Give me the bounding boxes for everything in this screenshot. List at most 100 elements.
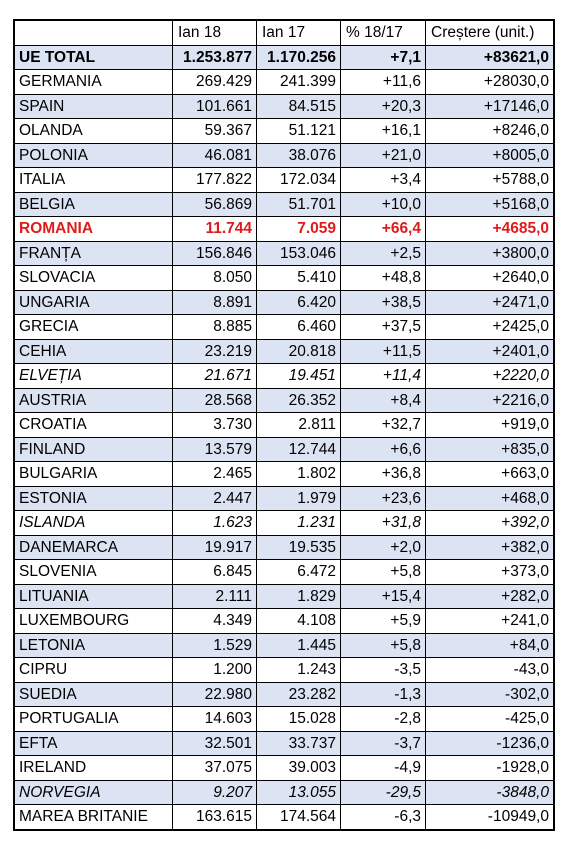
percent-cell: +37,5 <box>340 314 426 340</box>
table-row: FRANȚA 156.846 153.046 +2,5 +3800,0 <box>13 240 555 266</box>
header-row: Ian 18 Ian 17 % 18/17 Creștere (unit.) <box>13 19 555 46</box>
table-row: OLANDA 59.367 51.121 +16,1 +8246,0 <box>13 118 555 144</box>
table-row: GERMANIA 269.429 241.399 +11,6 +28030,0 <box>13 69 555 95</box>
ian17-cell: 172.034 <box>256 167 341 193</box>
ian17-cell: 7.059 <box>256 216 341 242</box>
ian18-cell: 59.367 <box>172 118 257 144</box>
table-row: LITUANIA 2.111 1.829 +15,4 +282,0 <box>13 583 555 609</box>
growth-cell: +282,0 <box>425 583 555 609</box>
country-cell: BELGIA <box>13 191 173 217</box>
ian17-cell: 26.352 <box>256 387 341 413</box>
percent-cell: +11,5 <box>340 338 426 364</box>
ian17-cell: 1.243 <box>256 657 341 683</box>
country-cell: ISLANDA <box>13 510 173 536</box>
ian18-cell: 163.615 <box>172 804 257 830</box>
ian18-cell: 3.730 <box>172 412 257 438</box>
country-cell: OLANDA <box>13 118 173 144</box>
country-cell: SLOVENIA <box>13 559 173 585</box>
header-cell-ian17: Ian 17 <box>256 19 341 46</box>
country-cell: POLONIA <box>13 142 173 168</box>
percent-cell: -2,8 <box>340 706 426 732</box>
growth-cell: +2640,0 <box>425 265 555 291</box>
table-row: BELGIA 56.869 51.701 +10,0 +5168,0 <box>13 191 555 217</box>
ian18-cell: 4.349 <box>172 608 257 634</box>
ian17-cell: 39.003 <box>256 755 341 781</box>
ian18-cell: 21.671 <box>172 363 257 389</box>
percent-cell: +66,4 <box>340 216 426 242</box>
ian17-cell: 153.046 <box>256 240 341 266</box>
country-cell: LETONIA <box>13 632 173 658</box>
growth-cell: +8246,0 <box>425 118 555 144</box>
ian18-cell: 46.081 <box>172 142 257 168</box>
growth-cell: +3800,0 <box>425 240 555 266</box>
country-cell: DANEMARCA <box>13 534 173 560</box>
ian17-cell: 6.472 <box>256 559 341 585</box>
percent-cell: +11,6 <box>340 69 426 95</box>
country-cell: UE TOTAL <box>13 44 173 70</box>
country-cell: GERMANIA <box>13 69 173 95</box>
percent-cell: +5,9 <box>340 608 426 634</box>
country-cell: FRANȚA <box>13 240 173 266</box>
growth-cell: +392,0 <box>425 510 555 536</box>
percent-cell: +16,1 <box>340 118 426 144</box>
table-row: ROMANIA 11.744 7.059 +66,4 +4685,0 <box>13 216 555 242</box>
growth-cell: +919,0 <box>425 412 555 438</box>
ian17-cell: 84.515 <box>256 93 341 119</box>
table-row: ITALIA 177.822 172.034 +3,4 +5788,0 <box>13 167 555 193</box>
country-cell: ITALIA <box>13 167 173 193</box>
percent-cell: +5,8 <box>340 632 426 658</box>
ian18-cell: 19.917 <box>172 534 257 560</box>
table-row: DANEMARCA 19.917 19.535 +2,0 +382,0 <box>13 534 555 560</box>
percent-cell: -6,3 <box>340 804 426 830</box>
country-cell: PORTUGALIA <box>13 706 173 732</box>
percent-cell: +7,1 <box>340 44 426 70</box>
percent-cell: +5,8 <box>340 559 426 585</box>
ian18-cell: 28.568 <box>172 387 257 413</box>
ian17-cell: 13.055 <box>256 779 341 805</box>
growth-cell: +84,0 <box>425 632 555 658</box>
table-row: ISLANDA 1.623 1.231 +31,8 +392,0 <box>13 510 555 536</box>
growth-cell: -302,0 <box>425 681 555 707</box>
table-row: SUEDIA 22.980 23.282 -1,3 -302,0 <box>13 681 555 707</box>
country-cell: FINLAND <box>13 436 173 462</box>
ian17-cell: 15.028 <box>256 706 341 732</box>
ian17-cell: 23.282 <box>256 681 341 707</box>
ian18-cell: 1.253.877 <box>172 44 257 70</box>
ian18-cell: 22.980 <box>172 681 257 707</box>
growth-cell: +8005,0 <box>425 142 555 168</box>
percent-cell: -3,5 <box>340 657 426 683</box>
table-row: CIPRU 1.200 1.243 -3,5 -43,0 <box>13 657 555 683</box>
percent-cell: +48,8 <box>340 265 426 291</box>
percent-cell: +31,8 <box>340 510 426 536</box>
growth-cell: -10949,0 <box>425 804 555 830</box>
table-row: MAREA BRITANIE 163.615 174.564 -6,3 -10949,0 <box>13 804 555 830</box>
country-cell: SPAIN <box>13 93 173 119</box>
ian18-cell: 9.207 <box>172 779 257 805</box>
table-row: SPAIN 101.661 84.515 +20,3 +17146,0 <box>13 93 555 119</box>
ian18-cell: 23.219 <box>172 338 257 364</box>
growth-cell: +241,0 <box>425 608 555 634</box>
ian18-cell: 269.429 <box>172 69 257 95</box>
ian17-cell: 51.121 <box>256 118 341 144</box>
ian17-cell: 12.744 <box>256 436 341 462</box>
growth-cell: +468,0 <box>425 485 555 511</box>
table-row: SLOVENIA 6.845 6.472 +5,8 +373,0 <box>13 559 555 585</box>
ian18-cell: 37.075 <box>172 755 257 781</box>
ian18-cell: 56.869 <box>172 191 257 217</box>
ian18-cell: 8.891 <box>172 289 257 315</box>
ian18-cell: 1.200 <box>172 657 257 683</box>
table-container: Ian 18 Ian 17 % 18/17 Creștere (unit.) U… <box>13 19 555 831</box>
ian17-cell: 33.737 <box>256 730 341 756</box>
ian17-cell: 1.979 <box>256 485 341 511</box>
registrations-table: Ian 18 Ian 17 % 18/17 Creștere (unit.) U… <box>13 19 555 831</box>
table-row: FINLAND 13.579 12.744 +6,6 +835,0 <box>13 436 555 462</box>
country-cell: EFTA <box>13 730 173 756</box>
table-row: UNGARIA 8.891 6.420 +38,5 +2471,0 <box>13 289 555 315</box>
growth-cell: +2220,0 <box>425 363 555 389</box>
ian18-cell: 156.846 <box>172 240 257 266</box>
header-cell-percent: % 18/17 <box>340 19 426 46</box>
country-cell: CIPRU <box>13 657 173 683</box>
ian17-cell: 1.445 <box>256 632 341 658</box>
country-cell: CROATIA <box>13 412 173 438</box>
percent-cell: +36,8 <box>340 461 426 487</box>
